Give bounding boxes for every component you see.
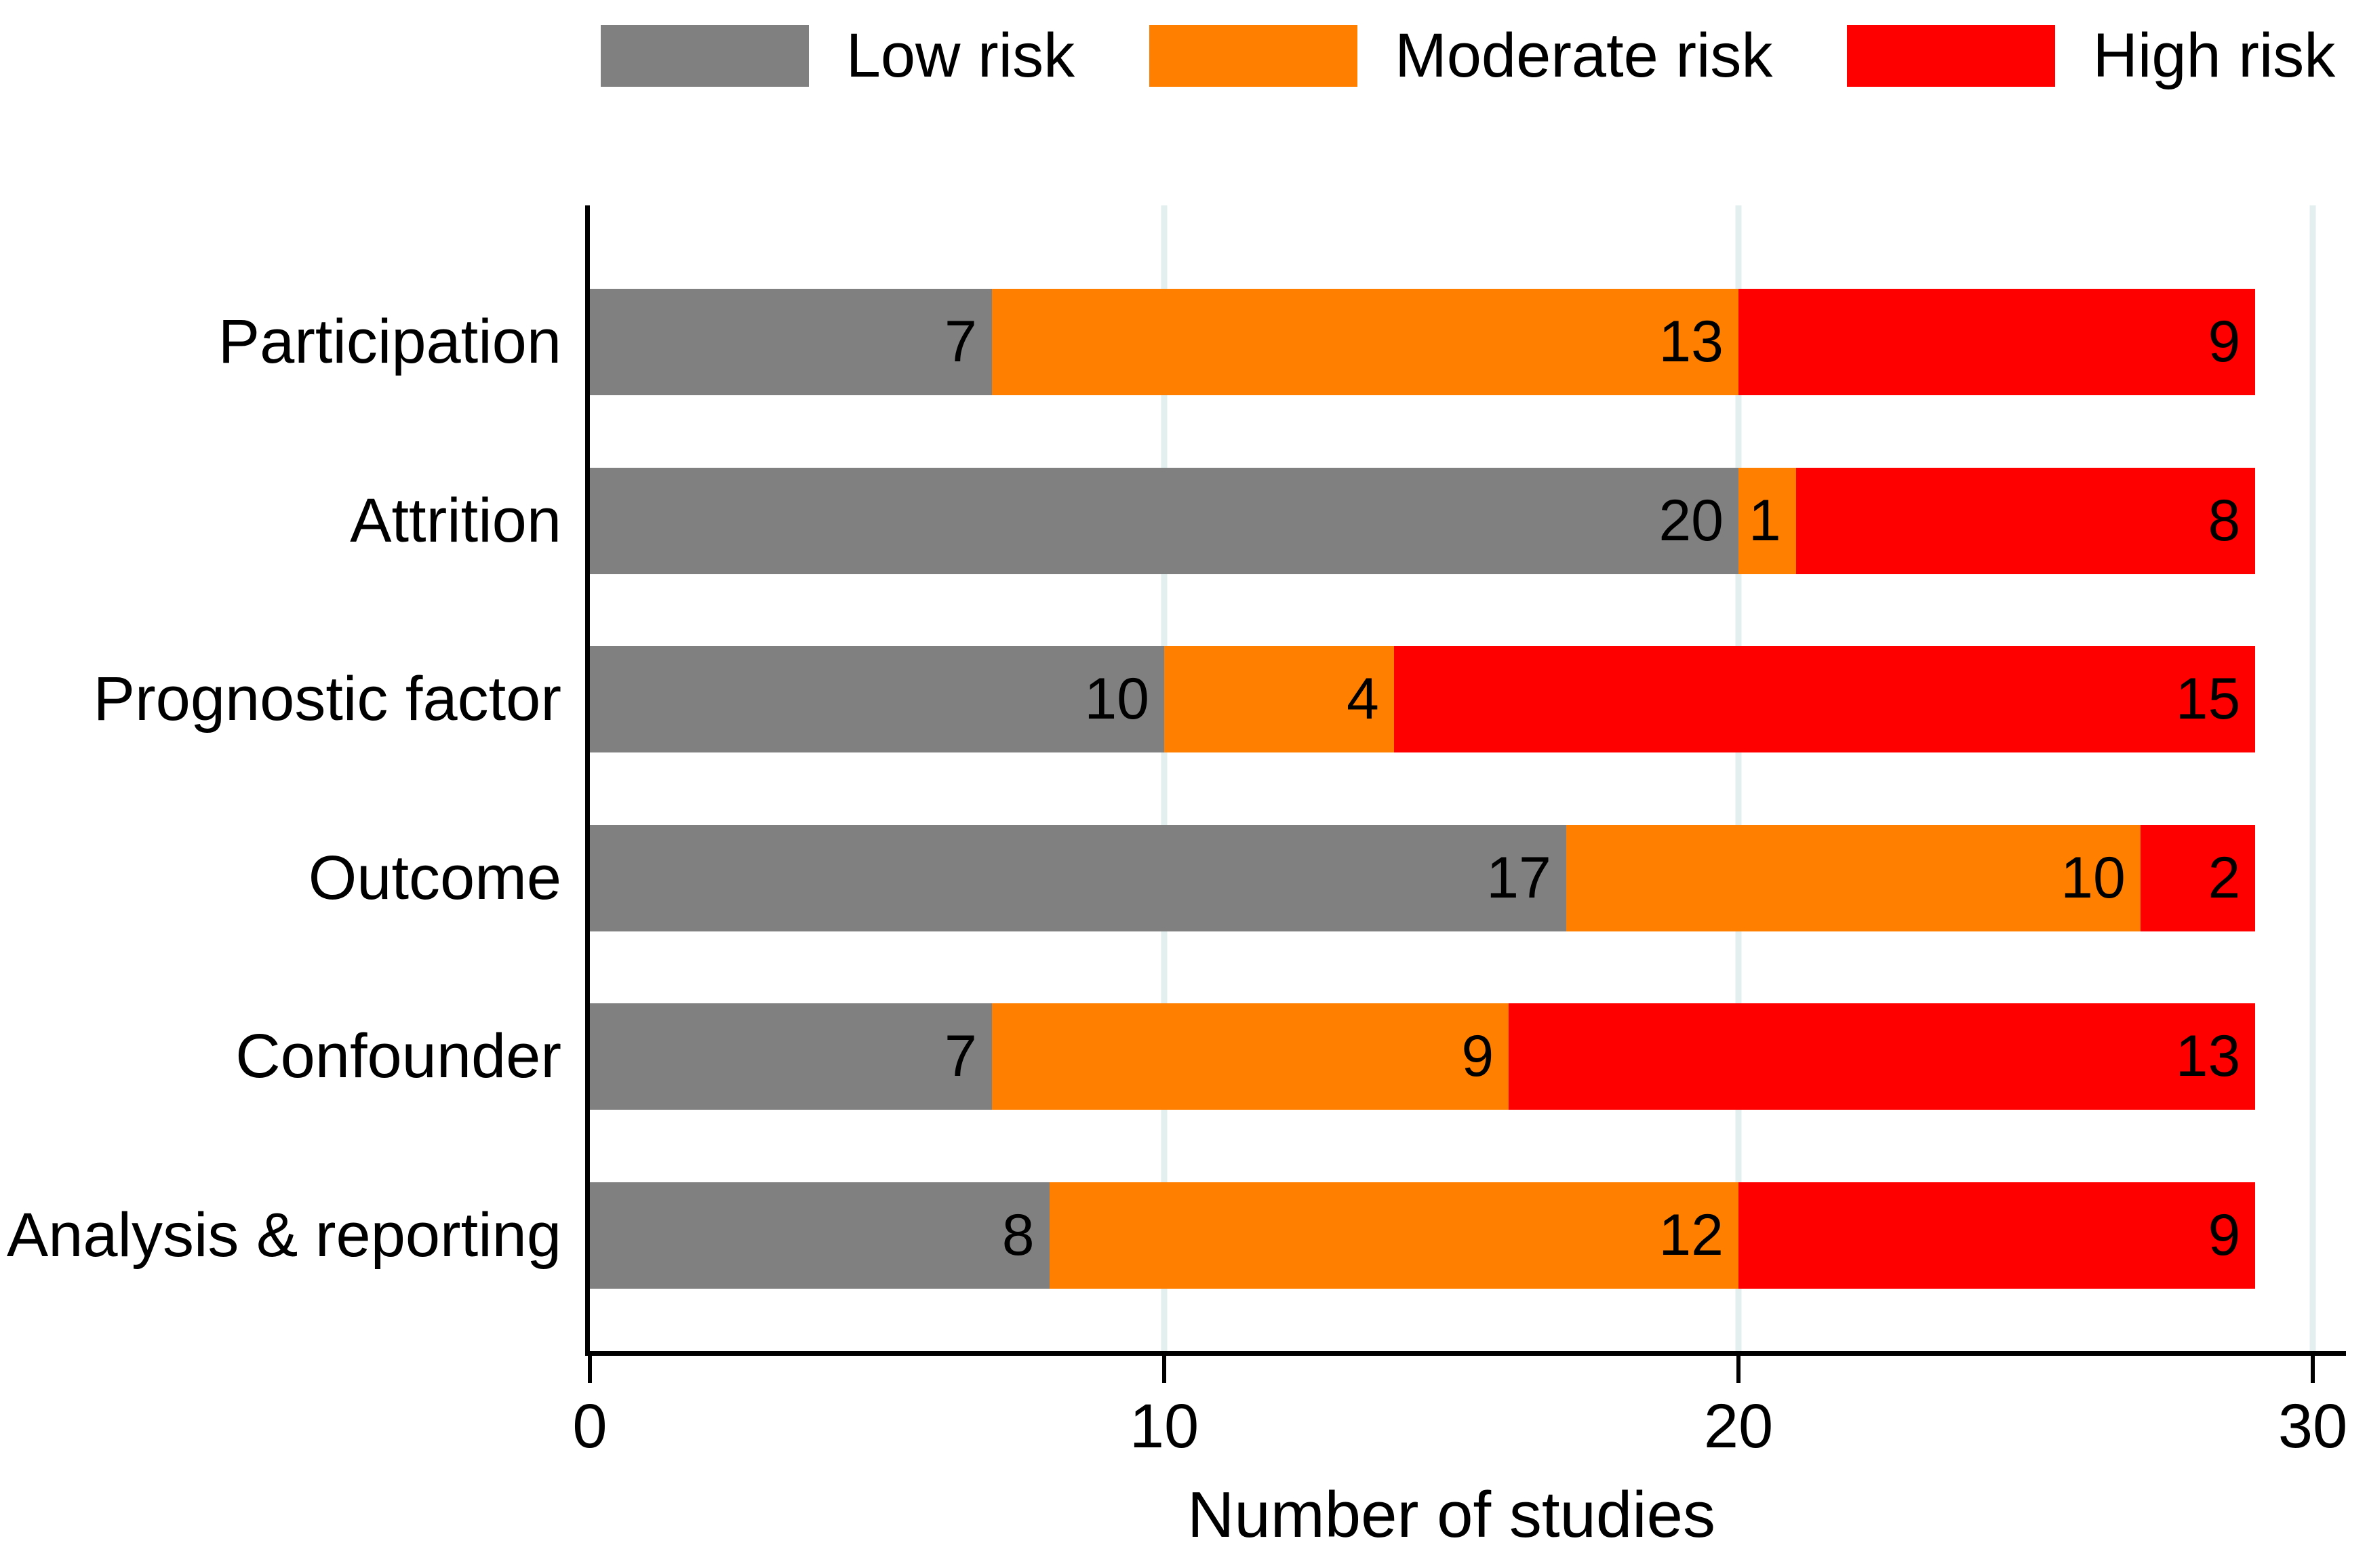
x-tick-mark-30 bbox=[2311, 1356, 2315, 1383]
bar-segment-low-risk: 7 bbox=[590, 1003, 992, 1110]
y-axis-line bbox=[585, 205, 590, 1356]
legend-item-high-risk: High risk bbox=[1847, 20, 2335, 92]
x-axis-line bbox=[585, 1351, 2346, 1356]
bar-value-label: 9 bbox=[2208, 309, 2241, 374]
x-tick-mark-10 bbox=[1162, 1356, 1166, 1383]
bar-segment-moderate-risk: 1 bbox=[1738, 467, 1796, 574]
category-label: Participation bbox=[218, 307, 561, 376]
legend-label: Moderate risk bbox=[1395, 21, 1773, 90]
category-label: Confounder bbox=[235, 1022, 561, 1091]
legend: Low risk Moderate risk High risk bbox=[590, 20, 2346, 92]
x-tick-label-30: 30 bbox=[2278, 1392, 2348, 1461]
bar-value-label: 8 bbox=[2208, 487, 2241, 553]
bar-value-label: 10 bbox=[2061, 845, 2126, 910]
bar-value-label: 8 bbox=[1001, 1202, 1035, 1268]
category-label: Prognostic factor bbox=[93, 664, 561, 733]
bar-value-label: 17 bbox=[1486, 845, 1551, 910]
bar-value-label: 4 bbox=[1346, 666, 1379, 731]
x-tick-label-0: 0 bbox=[572, 1392, 608, 1461]
x-tick-mark-0 bbox=[588, 1356, 592, 1383]
legend-label: Low risk bbox=[846, 21, 1075, 90]
bar-segment-high-risk: 15 bbox=[1393, 646, 2256, 752]
gridline-x-20 bbox=[1735, 205, 1742, 1353]
gridline-x-10 bbox=[1161, 205, 1168, 1353]
bar-value-label: 13 bbox=[1658, 309, 1724, 374]
x-tick-label-20: 20 bbox=[1703, 1392, 1774, 1461]
bar-value-label: 15 bbox=[2175, 666, 2241, 731]
legend-item-moderate-risk: Moderate risk bbox=[1149, 20, 1772, 92]
bar-value-label: 9 bbox=[2208, 1202, 2241, 1268]
bar-segment-high-risk: 8 bbox=[1795, 467, 2256, 574]
bar-value-label: 10 bbox=[1084, 666, 1149, 731]
bar-value-label: 7 bbox=[944, 309, 977, 374]
bar-segment-moderate-risk: 10 bbox=[1566, 824, 2141, 931]
legend-item-low-risk: Low risk bbox=[600, 20, 1075, 92]
legend-swatch-low-risk bbox=[600, 25, 809, 87]
bar-value-label: 13 bbox=[2175, 1024, 2241, 1089]
bar-segment-low-risk: 10 bbox=[590, 646, 1164, 752]
x-tick-label-10: 10 bbox=[1129, 1392, 1199, 1461]
bar-segment-high-risk: 13 bbox=[1509, 1003, 2256, 1110]
bar-value-label: 9 bbox=[1461, 1024, 1494, 1089]
bar-segment-low-risk: 7 bbox=[590, 289, 992, 395]
legend-label: High risk bbox=[2092, 21, 2336, 90]
bar-value-label: 20 bbox=[1658, 487, 1724, 553]
bar-segment-moderate-risk: 13 bbox=[991, 289, 1738, 395]
bar-segment-high-risk: 2 bbox=[2140, 824, 2256, 931]
bar-segment-high-risk: 9 bbox=[1738, 289, 2256, 395]
category-label: Outcome bbox=[308, 843, 561, 912]
bar-segment-low-risk: 20 bbox=[590, 467, 1738, 574]
bar-segment-high-risk: 9 bbox=[1738, 1182, 2256, 1289]
bar-segment-low-risk: 8 bbox=[590, 1182, 1050, 1289]
bar-segment-low-risk: 17 bbox=[590, 824, 1566, 931]
gridline-x-30 bbox=[2309, 205, 2316, 1353]
x-axis-title: Number of studies bbox=[1187, 1479, 1715, 1551]
legend-swatch-high-risk bbox=[1847, 25, 2056, 87]
bar-segment-moderate-risk: 9 bbox=[991, 1003, 1509, 1110]
bar-value-label: 7 bbox=[944, 1024, 977, 1089]
bar-value-label: 12 bbox=[1658, 1202, 1724, 1268]
bar-segment-moderate-risk: 12 bbox=[1049, 1182, 1738, 1289]
category-label: Attrition bbox=[350, 485, 561, 555]
bar-value-label: 2 bbox=[2208, 845, 2241, 910]
bar-segment-moderate-risk: 4 bbox=[1164, 646, 1394, 752]
legend-swatch-moderate-risk bbox=[1149, 25, 1358, 87]
x-tick-mark-20 bbox=[1736, 1356, 1741, 1383]
bar-value-label: 1 bbox=[1748, 487, 1781, 553]
category-label: Analysis & reporting bbox=[6, 1200, 561, 1270]
